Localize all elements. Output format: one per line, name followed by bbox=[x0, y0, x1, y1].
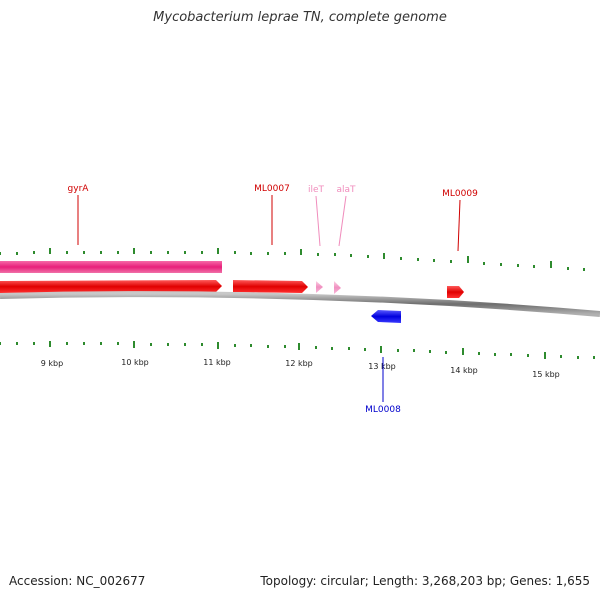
gene-label-ML0009: ML0009 bbox=[442, 189, 478, 199]
gene-arrow-ML0008[interactable] bbox=[371, 310, 401, 323]
gene-label-ML0007: ML0007 bbox=[254, 184, 290, 194]
scale-label: 12 kbp bbox=[285, 359, 313, 368]
leader-line bbox=[315, 195, 321, 247]
leader-line bbox=[457, 199, 461, 252]
genome-backbone bbox=[0, 291, 600, 317]
feature-bar[interactable] bbox=[0, 261, 222, 273]
gene-arrow-ileT[interactable] bbox=[316, 281, 323, 293]
gene-label-gyrA: gyrA bbox=[68, 184, 90, 194]
map-title: Mycobacterium leprae TN, complete genome bbox=[153, 10, 447, 25]
upper-tick-track bbox=[0, 248, 585, 271]
gene-arrow-gyrA[interactable] bbox=[0, 280, 222, 293]
scale-labels: 9 kbp 10 kbp 11 kbp 12 kbp 13 kbp 14 kbp… bbox=[41, 358, 560, 379]
scale-label: 15 kbp bbox=[532, 370, 560, 379]
lower-tick-track bbox=[0, 341, 595, 359]
gene-label-ileT: ileT bbox=[308, 185, 325, 195]
gene-arrow-ML0007[interactable] bbox=[233, 280, 308, 293]
scale-label: 11 kbp bbox=[203, 358, 231, 367]
gene-label-alaT: alaT bbox=[336, 185, 356, 195]
accession-text: Accession: NC_002677 bbox=[9, 574, 146, 588]
scale-label: 14 kbp bbox=[450, 366, 478, 375]
scale-label: 10 kbp bbox=[121, 358, 149, 367]
gene-label-ML0008: ML0008 bbox=[365, 405, 401, 415]
leader-line bbox=[338, 195, 347, 247]
scale-label: 9 kbp bbox=[41, 359, 63, 368]
gene-arrow-alaT[interactable] bbox=[334, 281, 341, 294]
gene-arrow-ML0009[interactable] bbox=[447, 286, 464, 298]
gene-labels: gyrA ML0007 ileT alaT ML0009 ML0008 bbox=[68, 184, 479, 415]
scale-label: 13 kbp bbox=[368, 362, 396, 371]
genome-summary-text: Topology: circular; Length: 3,268,203 bp… bbox=[260, 574, 590, 588]
